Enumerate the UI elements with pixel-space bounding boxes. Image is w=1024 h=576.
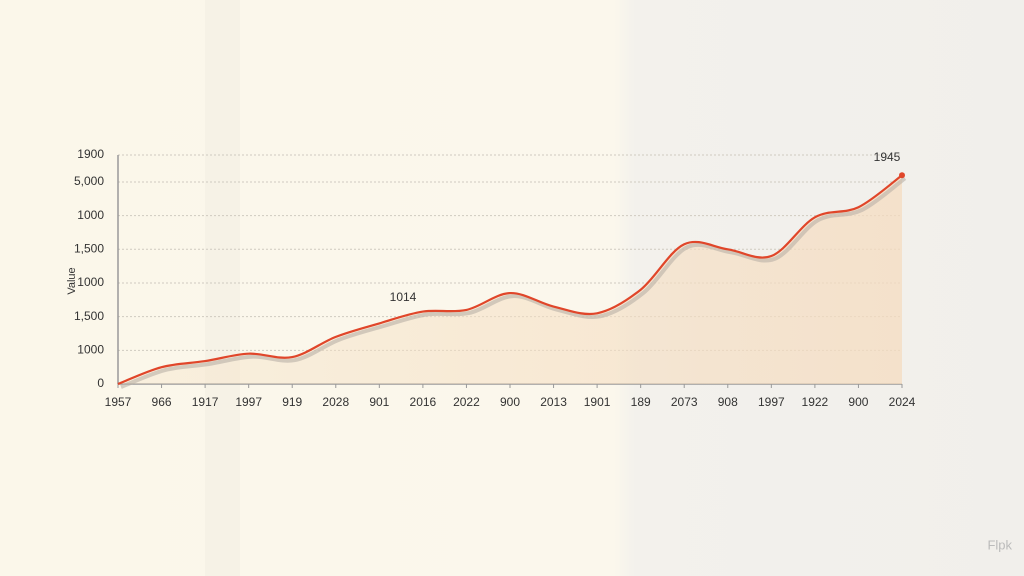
x-tick-label: 2022 bbox=[453, 395, 480, 409]
y-tick-label: 1900 bbox=[77, 147, 104, 161]
x-tick-label: 900 bbox=[500, 395, 520, 409]
x-tick-label: 2073 bbox=[671, 395, 698, 409]
x-tick-label: 2013 bbox=[540, 395, 567, 409]
y-tick-label: 0 bbox=[97, 376, 104, 390]
x-tick-label: 1997 bbox=[758, 395, 785, 409]
x-tick-label: 2024 bbox=[889, 395, 916, 409]
x-tick-label: 189 bbox=[631, 395, 651, 409]
x-tick-label: 1922 bbox=[802, 395, 829, 409]
x-tick-label: 900 bbox=[848, 395, 868, 409]
y-tick-label: 1000 bbox=[77, 275, 104, 289]
x-tick-label: 901 bbox=[369, 395, 389, 409]
y-tick-label: 1,500 bbox=[74, 309, 104, 323]
x-tick-label: 2028 bbox=[322, 395, 349, 409]
x-tick-label: 1957 bbox=[105, 395, 132, 409]
line-shadow bbox=[120, 176, 907, 389]
y-tick-label: 1000 bbox=[77, 208, 104, 222]
annotation: 1014 bbox=[390, 290, 417, 304]
y-tick-label: 1000 bbox=[77, 342, 104, 356]
y-tick-label: 1,500 bbox=[74, 241, 104, 255]
line bbox=[117, 174, 903, 386]
x-tick-label: 1917 bbox=[192, 395, 219, 409]
x-tick-label: 1997 bbox=[235, 395, 262, 409]
x-tick-label: 1901 bbox=[584, 395, 611, 409]
area bbox=[118, 175, 902, 384]
annotation: 1945 bbox=[874, 150, 901, 164]
x-tick-label: 966 bbox=[152, 395, 172, 409]
x-tick-label: 919 bbox=[282, 395, 302, 409]
end-point bbox=[899, 172, 905, 179]
y-axis-label: Value bbox=[66, 267, 78, 294]
x-tick-label: 908 bbox=[718, 395, 738, 409]
y-tick-label: 5,000 bbox=[74, 174, 104, 188]
x-tick-label: 2016 bbox=[410, 395, 437, 409]
watermark: Flpk bbox=[987, 537, 1012, 552]
light-band bbox=[205, 0, 240, 576]
